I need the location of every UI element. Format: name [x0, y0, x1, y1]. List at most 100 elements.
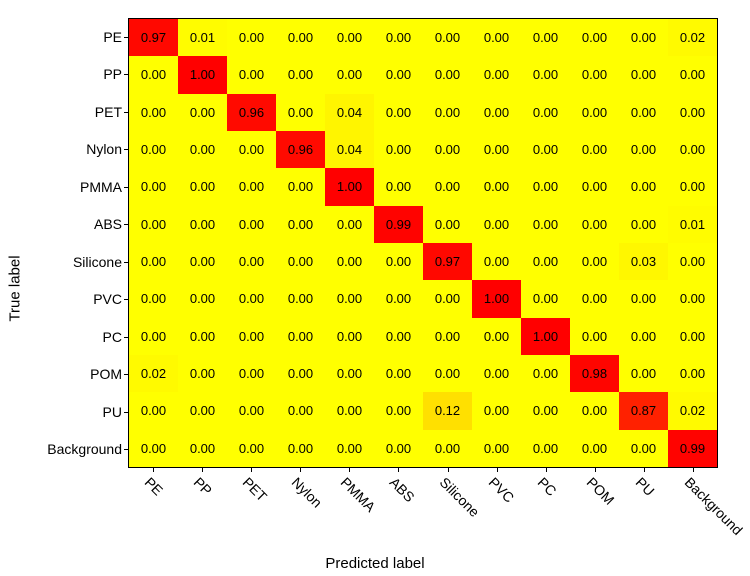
x-tick-labels: PEPPPETNylonPMMAABSSiliconePVCPCPOMPUBac…: [128, 468, 718, 548]
heatmap-row: 0.000.000.000.000.000.000.000.001.000.00…: [129, 318, 717, 355]
heatmap-row: 0.000.000.000.960.040.000.000.000.000.00…: [129, 131, 717, 168]
heatmap-cell: 0.00: [325, 430, 374, 467]
heatmap-cell: 0.00: [619, 355, 668, 392]
heatmap-cell: 0.00: [276, 206, 325, 243]
heatmap-cell: 0.00: [325, 206, 374, 243]
y-tick-label: PC: [30, 318, 124, 356]
heatmap-cell: 0.01: [178, 19, 227, 56]
y-tick-label: PE: [30, 18, 124, 56]
heatmap-cell: 0.00: [227, 56, 276, 93]
heatmap-cell: 0.00: [178, 168, 227, 205]
heatmap-cell: 0.00: [423, 168, 472, 205]
heatmap-cell: 0.00: [619, 318, 668, 355]
heatmap-cell: 0.00: [668, 280, 717, 317]
heatmap-cell: 0.00: [129, 318, 178, 355]
heatmap-cell: 0.00: [374, 19, 423, 56]
heatmap-cell: 0.00: [374, 131, 423, 168]
x-axis-title-text: Predicted label: [325, 555, 424, 572]
y-tick-label: PVC: [30, 281, 124, 319]
heatmap-cell: 0.00: [521, 94, 570, 131]
heatmap-grid: 0.970.010.000.000.000.000.000.000.000.00…: [128, 18, 718, 468]
y-tick-label: POM: [30, 356, 124, 394]
heatmap-cell: 0.00: [129, 206, 178, 243]
heatmap-row: 0.970.010.000.000.000.000.000.000.000.00…: [129, 19, 717, 56]
heatmap-cell: 0.00: [570, 94, 619, 131]
heatmap-cell: 0.00: [619, 19, 668, 56]
heatmap-cell: 0.00: [619, 131, 668, 168]
x-tick-label: PE: [128, 468, 177, 548]
heatmap-cell: 0.00: [227, 280, 276, 317]
heatmap-cell: 0.00: [668, 243, 717, 280]
heatmap-cell: 0.00: [178, 430, 227, 467]
x-tick-label: PET: [226, 468, 275, 548]
x-axis-title: Predicted label: [0, 555, 750, 572]
y-axis-title-text: True label: [7, 255, 24, 321]
heatmap-cell: 0.02: [668, 392, 717, 429]
heatmap-cell: 0.96: [276, 131, 325, 168]
y-tick-label: PET: [30, 93, 124, 131]
heatmap-cell: 0.00: [521, 56, 570, 93]
heatmap-cell: 0.00: [325, 318, 374, 355]
heatmap-cell: 0.00: [472, 243, 521, 280]
heatmap-cell: 0.00: [325, 392, 374, 429]
heatmap-row: 0.001.000.000.000.000.000.000.000.000.00…: [129, 56, 717, 93]
heatmap-cell: 0.00: [129, 392, 178, 429]
y-tick-labels: PEPPPETNylonPMMAABSSiliconePVCPCPOMPUBac…: [30, 18, 124, 468]
heatmap-cell: 0.00: [374, 94, 423, 131]
heatmap-cell: 0.00: [668, 131, 717, 168]
heatmap-cell: 0.00: [178, 355, 227, 392]
heatmap-cell: 0.00: [521, 206, 570, 243]
heatmap-cell: 0.00: [423, 56, 472, 93]
heatmap-cell: 0.00: [374, 355, 423, 392]
x-tick-label: Silicone: [423, 468, 472, 548]
heatmap-cell: 0.00: [570, 243, 619, 280]
heatmap-cell: 0.00: [521, 355, 570, 392]
heatmap-cell: 0.03: [619, 243, 668, 280]
heatmap-cell: 0.00: [521, 280, 570, 317]
heatmap-cell: 0.00: [374, 243, 423, 280]
heatmap-cell: 0.00: [521, 243, 570, 280]
heatmap-cell: 0.00: [374, 318, 423, 355]
heatmap-cell: 0.00: [178, 318, 227, 355]
x-tick-label: POM: [571, 468, 620, 548]
heatmap-cell: 0.00: [472, 318, 521, 355]
heatmap-cell: 0.00: [472, 430, 521, 467]
x-tick-label: PMMA: [325, 468, 374, 548]
heatmap-cell: 0.00: [619, 94, 668, 131]
heatmap-cell: 0.00: [129, 430, 178, 467]
x-tick-label: Background: [669, 468, 718, 548]
heatmap-cell: 0.00: [570, 392, 619, 429]
heatmap-cell: 0.00: [178, 392, 227, 429]
heatmap-cell: 0.00: [276, 168, 325, 205]
heatmap-cell: 0.00: [129, 94, 178, 131]
heatmap-cell: 0.99: [374, 206, 423, 243]
heatmap-cell: 0.00: [227, 243, 276, 280]
y-tick-label: PP: [30, 56, 124, 94]
heatmap-cell: 0.00: [374, 392, 423, 429]
x-tick-label: PU: [620, 468, 669, 548]
confusion-matrix-figure: True label PEPPPETNylonPMMAABSSiliconePV…: [0, 0, 750, 576]
heatmap-cell: 0.00: [276, 243, 325, 280]
heatmap-cell: 0.97: [423, 243, 472, 280]
heatmap-cell: 0.00: [178, 280, 227, 317]
x-tick-label: PP: [177, 468, 226, 548]
y-tick-label: ABS: [30, 206, 124, 244]
heatmap-row: 0.000.000.000.000.000.000.970.000.000.00…: [129, 243, 717, 280]
heatmap-row: 0.000.000.000.000.000.990.000.000.000.00…: [129, 206, 717, 243]
heatmap-cell: 0.00: [178, 206, 227, 243]
heatmap-cell: 0.00: [129, 56, 178, 93]
heatmap-cell: 1.00: [521, 318, 570, 355]
heatmap-cell: 0.00: [325, 56, 374, 93]
heatmap-cell: 0.00: [276, 19, 325, 56]
heatmap-cell: 0.00: [619, 56, 668, 93]
heatmap-cell: 0.00: [276, 56, 325, 93]
y-tick-label: PMMA: [30, 168, 124, 206]
heatmap-cell: 0.00: [521, 168, 570, 205]
heatmap-cell: 0.00: [472, 94, 521, 131]
heatmap-cell: 0.00: [178, 131, 227, 168]
heatmap-cell: 0.00: [227, 19, 276, 56]
heatmap-cell: 0.00: [570, 19, 619, 56]
heatmap-cell: 0.00: [374, 430, 423, 467]
x-tick-label: ABS: [374, 468, 423, 548]
heatmap-cell: 0.02: [129, 355, 178, 392]
